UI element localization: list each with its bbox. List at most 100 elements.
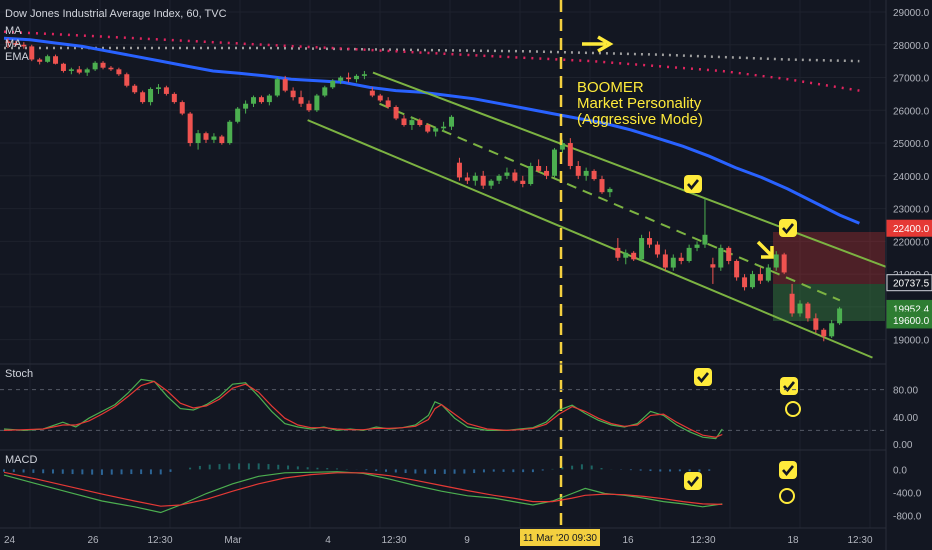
x-tick-label: 26 <box>87 535 99 546</box>
price-tick-label: 19000.0 <box>893 336 930 347</box>
candle-body <box>219 136 225 144</box>
candle-body <box>749 274 755 288</box>
checkmark-icon <box>779 461 797 479</box>
candle-body <box>322 87 328 96</box>
checkmark-icon <box>694 368 712 386</box>
candle-body <box>567 143 573 166</box>
candle-body <box>623 252 629 258</box>
candle-body <box>797 303 803 314</box>
candle-body <box>13 43 19 45</box>
x-tick-label: Mar <box>224 535 242 546</box>
stoch-d-line <box>3 380 723 438</box>
grid-lines <box>0 0 886 528</box>
candle-body <box>330 80 336 88</box>
annotation-block: BOOMER Market Personality (Aggressive Mo… <box>577 35 703 128</box>
candle-body <box>662 254 668 268</box>
x-tick-label: 4 <box>325 535 331 546</box>
highlight-circle-macd <box>779 488 795 504</box>
candle-body <box>805 303 811 319</box>
x-tick-label: 12:30 <box>847 535 872 546</box>
candle-body <box>243 103 249 109</box>
candle-body <box>251 97 257 104</box>
candle-body <box>385 100 391 108</box>
channel-mid-dashed-line <box>379 102 841 302</box>
candle-body <box>734 260 740 278</box>
candle-body <box>821 329 827 337</box>
candle-body <box>631 252 637 260</box>
price-tag-label: 22400.0 <box>893 224 930 235</box>
candle-body <box>100 62 106 68</box>
stoch-panel <box>0 378 886 440</box>
candle-body <box>575 165 581 176</box>
x-tick-label: 12:30 <box>147 535 172 546</box>
channel-upper-line <box>372 71 906 276</box>
candle-body <box>298 97 304 104</box>
candle-body <box>116 69 122 75</box>
candle-body <box>409 120 415 126</box>
candle-body <box>654 244 660 255</box>
candle-body <box>29 46 35 60</box>
candle-body <box>678 257 684 261</box>
candle-body <box>417 120 423 126</box>
candle-body <box>441 126 447 129</box>
price-tick-label: 26000.0 <box>893 106 930 117</box>
candle-body <box>195 133 201 144</box>
price-tag: 22400.0 <box>886 219 932 237</box>
candle-body <box>456 162 462 178</box>
candle-body <box>449 116 455 127</box>
legend: Dow Jones Industrial Average Index, 60, … <box>5 8 227 466</box>
x-tick-label: 9 <box>464 535 470 546</box>
candle-body <box>393 107 399 119</box>
candle-body <box>670 257 676 268</box>
candle-body <box>377 95 383 101</box>
candle-body <box>544 170 550 176</box>
indicator-label-ema: EMA <box>5 51 30 63</box>
price-tick-label: 23000.0 <box>893 205 930 216</box>
ma-red-dotted-line <box>3 30 860 92</box>
checkmark-icon <box>684 175 702 193</box>
candle-body <box>599 179 605 193</box>
price-tick-label: 29000.0 <box>893 8 930 19</box>
candle-body <box>187 113 193 144</box>
macd-tick-label: -400.0 <box>893 488 922 499</box>
candle-body <box>37 59 43 62</box>
candle-body <box>583 170 589 176</box>
candle-body <box>710 264 716 268</box>
x-tick-label: 12:30 <box>381 535 406 546</box>
price-tick-label: 28000.0 <box>893 41 930 52</box>
candle-body <box>53 56 59 64</box>
x-tick-label: 12:30 <box>690 535 715 546</box>
arrow-down-right-icon <box>756 240 774 259</box>
red-risk-zone <box>773 232 885 284</box>
macd-signal-line <box>3 471 723 507</box>
candle-body <box>108 67 114 70</box>
candle-body <box>314 95 320 111</box>
candle-body <box>282 79 288 91</box>
price-tick-label: 22000.0 <box>893 237 930 248</box>
checkmark-icons <box>684 175 798 490</box>
candle-body <box>5 41 11 44</box>
candle-body <box>742 277 748 288</box>
candle-body <box>338 77 344 81</box>
candle-body <box>84 69 90 73</box>
x-tick-label: 24 <box>4 535 16 546</box>
candle-body <box>496 175 502 181</box>
price-tick-label: 24000.0 <box>893 172 930 183</box>
candle-body <box>520 180 526 184</box>
ma-blue-line <box>3 36 860 225</box>
candle-body <box>512 172 518 181</box>
candle-body <box>353 75 359 80</box>
candle-body <box>203 133 209 140</box>
price-tag-label: 19600.0 <box>893 316 930 327</box>
candle-body <box>702 234 708 245</box>
candle-body <box>274 79 280 96</box>
candle-body <box>591 170 597 180</box>
candle-body <box>369 90 375 96</box>
candle-body <box>76 69 82 73</box>
candle-body <box>227 121 233 144</box>
chart-title: Dow Jones Industrial Average Index, 60, … <box>5 8 227 20</box>
candle-body <box>266 95 272 103</box>
candle-body <box>258 97 264 103</box>
price-channel <box>307 71 906 359</box>
